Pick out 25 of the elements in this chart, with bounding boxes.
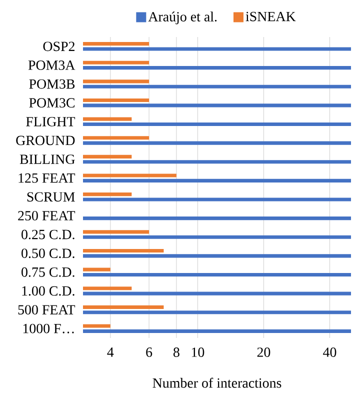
legend-label: iSNEAK	[246, 12, 296, 22]
y-tick-label: GROUND	[16, 136, 75, 146]
y-tick-label: POM3B	[29, 79, 75, 89]
y-tick-label: SCRUM	[27, 192, 75, 202]
y-tick-label: 250 FEAT	[18, 211, 76, 220]
y-tick-label: 1000 F…	[23, 324, 74, 334]
x-tick-label: 8	[173, 348, 180, 357]
y-tick-label: 125 FEAT	[18, 173, 76, 183]
x-tick-label: 20	[257, 348, 270, 357]
x-tick-label: 6	[146, 348, 152, 357]
y-tick-label: 0.25 C.D.	[22, 230, 74, 240]
x-tick-label: 4	[107, 348, 114, 357]
x-axis-title: Number of interactions	[152, 378, 282, 388]
y-tick-label: BILLING	[20, 154, 75, 164]
y-tick-label: 500 FEAT	[18, 305, 76, 314]
y-tick-label: POM3A	[28, 60, 76, 70]
legend-label: Araújo et al.	[148, 12, 217, 24]
x-tick-label: 40	[323, 348, 336, 357]
y-tick-label: 1.00 C.D.	[22, 286, 74, 296]
x-tick-label: 10	[192, 348, 204, 357]
y-tick-label: FLIGHT	[26, 116, 76, 126]
y-tick-label: 0.50 C.D.	[22, 248, 74, 258]
y-tick-label: POM3C	[29, 98, 74, 108]
y-tick-label: 0.75 C.D.	[22, 267, 74, 277]
y-tick-label: OSP2	[43, 42, 74, 52]
